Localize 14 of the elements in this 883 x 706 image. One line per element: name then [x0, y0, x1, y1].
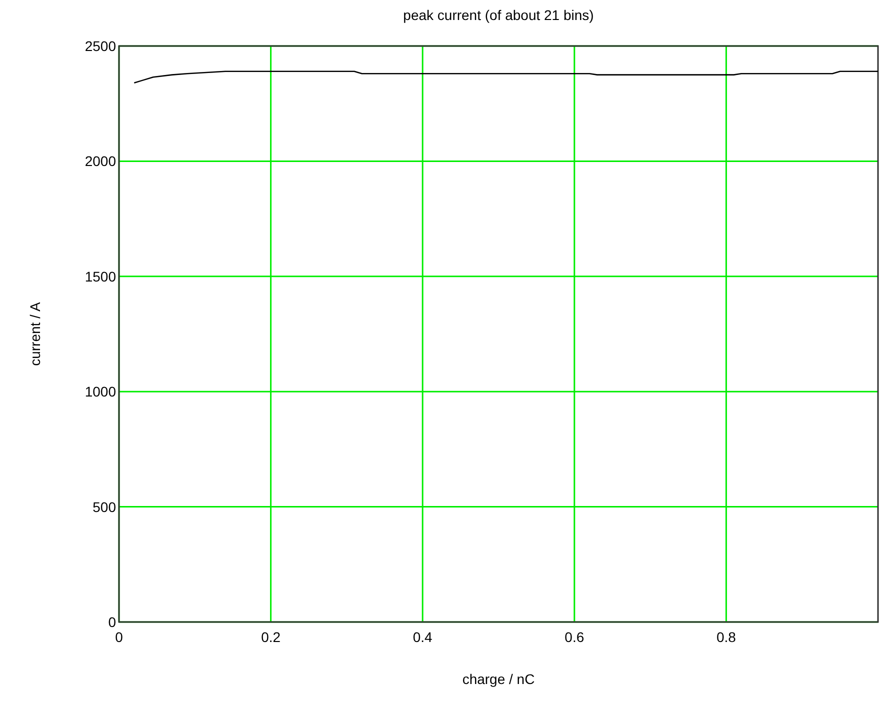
y-tick-label: 1000 [84, 384, 116, 400]
line-series [134, 70, 879, 84]
chart-title: peak current (of about 21 bins) [403, 7, 594, 23]
x-tick-label: 0.4 [412, 629, 433, 645]
x-tick-label: 0.2 [261, 629, 281, 645]
y-tick-label: 1500 [84, 268, 116, 284]
y-tick-label: 2000 [84, 153, 116, 170]
x-axis-title: charge / nC [462, 671, 535, 687]
y-tick-label: 0 [108, 614, 116, 630]
y-tick-label: 2500 [84, 38, 116, 54]
y-axis-title: current / A [27, 301, 43, 366]
x-tick-label: 0.8 [716, 629, 736, 645]
y-tick-label: 500 [92, 498, 116, 515]
x-tick-label: 0.6 [564, 629, 584, 645]
